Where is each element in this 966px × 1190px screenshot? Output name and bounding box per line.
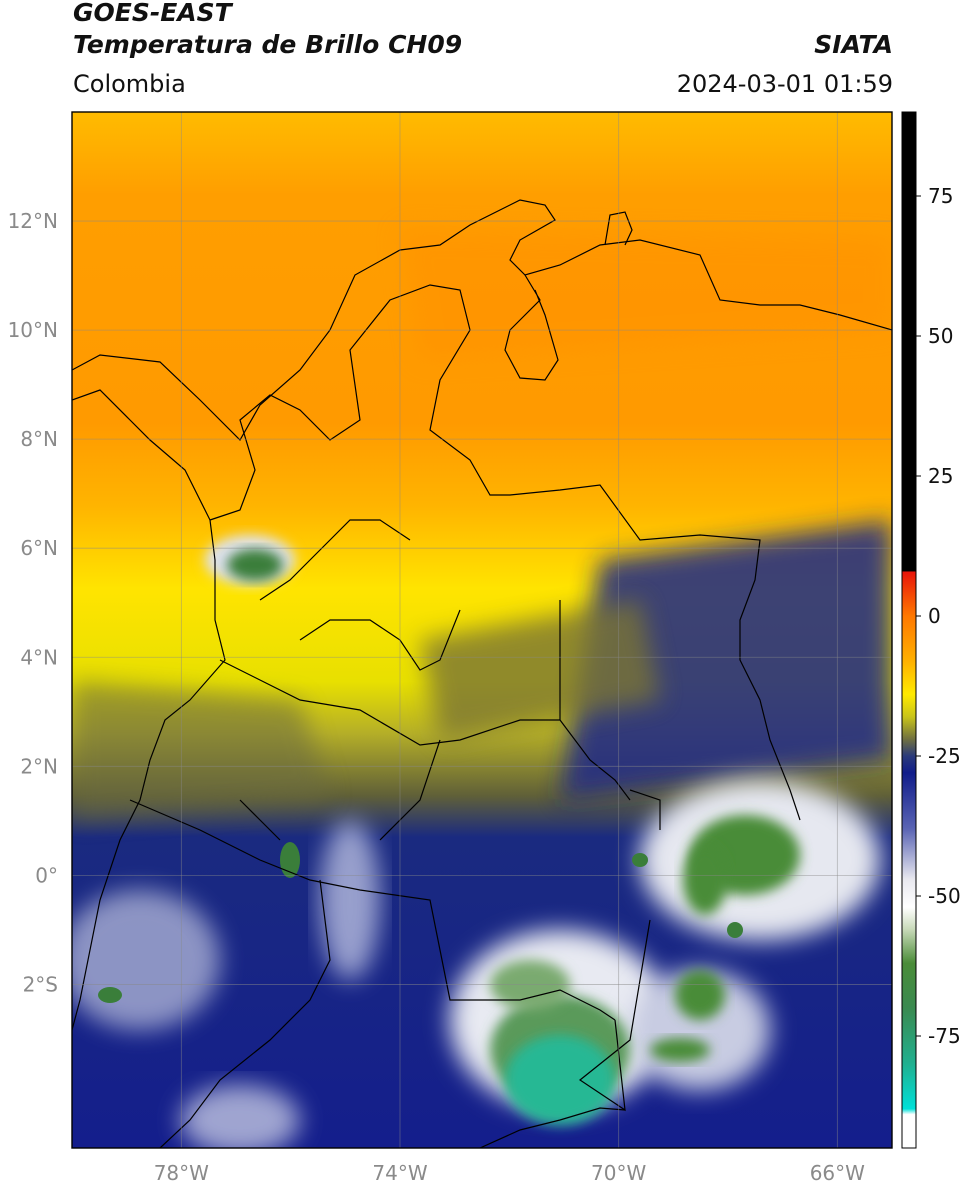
lat-tick-label: 4°N bbox=[20, 645, 58, 669]
brightness-temperature-field bbox=[72, 112, 892, 1148]
lon-tick-label: 74°W bbox=[372, 1161, 427, 1185]
lat-tick-label: 6°N bbox=[20, 536, 58, 560]
region-label: Colombia bbox=[73, 70, 186, 98]
brand-label: SIATA bbox=[814, 30, 893, 59]
colorbar-scale bbox=[901, 111, 917, 1149]
map-frame bbox=[71, 111, 893, 1149]
graticule bbox=[72, 112, 892, 1148]
lon-tick-label: 66°W bbox=[810, 1161, 865, 1185]
lon-tick-label: 70°W bbox=[591, 1161, 646, 1185]
lat-tick-label: 8°N bbox=[20, 427, 58, 451]
lat-tick-label: 2°S bbox=[23, 972, 58, 996]
colorbar-tick-label: -50 bbox=[928, 884, 961, 908]
colorbar-tick-label: 50 bbox=[928, 324, 953, 348]
lat-tick-label: 2°N bbox=[20, 754, 58, 778]
colorbar-tick-label: 0 bbox=[928, 604, 941, 628]
colorbar-tick-label: -25 bbox=[928, 744, 961, 768]
colorbar-tick-label: -75 bbox=[928, 1024, 961, 1048]
longitude-labels: 78°W 74°W 70°W 66°W bbox=[154, 1161, 865, 1185]
lat-tick-label: 10°N bbox=[8, 318, 58, 342]
satellite-title: GOES-EAST bbox=[73, 0, 232, 27]
latitude-labels: 12°N 10°N 8°N 6°N 4°N 2°N 0° 2°S bbox=[8, 209, 58, 996]
lat-tick-label: 0° bbox=[35, 863, 58, 887]
colorbar-tick-label: 25 bbox=[928, 464, 953, 488]
product-title: Temperatura de Brillo CH09 bbox=[73, 30, 463, 59]
lon-tick-label: 78°W bbox=[154, 1161, 209, 1185]
colorbar-tick-label: 75 bbox=[928, 184, 953, 208]
colorbar: 75 50 25 0 -25 -50 -75 bbox=[901, 111, 961, 1149]
datetime-label: 2024-03-01 01:59 bbox=[676, 70, 893, 98]
lat-tick-label: 12°N bbox=[8, 209, 58, 233]
